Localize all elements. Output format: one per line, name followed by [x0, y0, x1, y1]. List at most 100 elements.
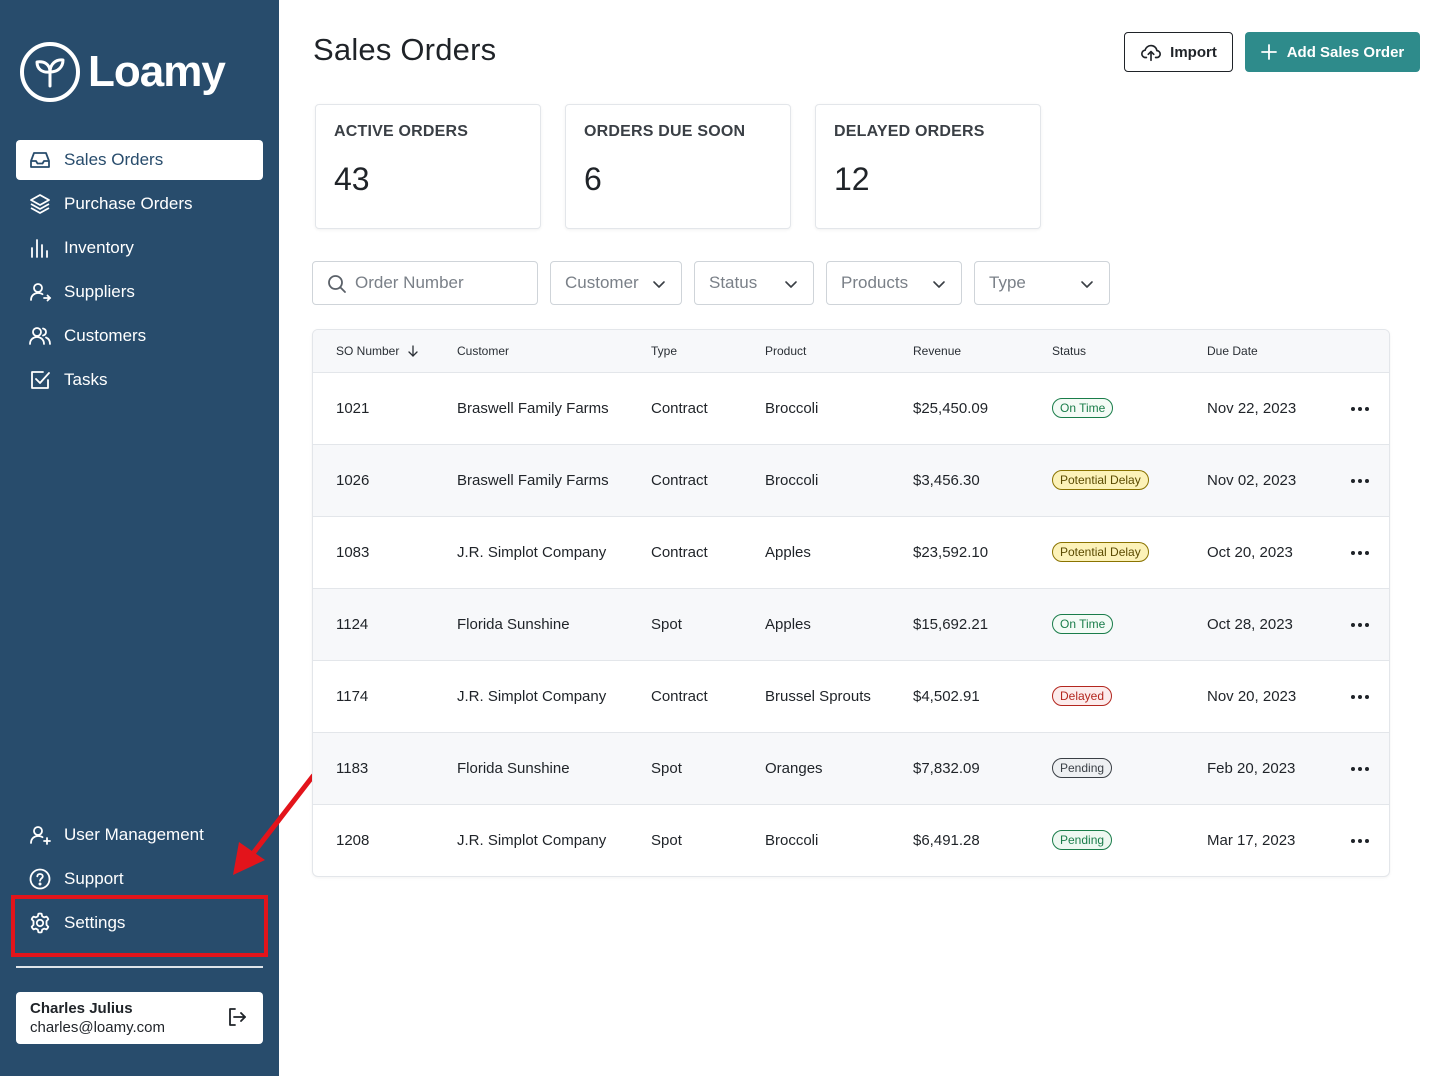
status-badge: Pending: [1052, 758, 1113, 778]
more-horizontal-icon[interactable]: [1350, 472, 1370, 490]
more-horizontal-icon[interactable]: [1350, 832, 1370, 850]
cell-so-number: 1026: [336, 472, 370, 489]
cell-due-date: Nov 22, 2023: [1207, 400, 1297, 417]
logout-icon[interactable]: [225, 1005, 249, 1029]
cell-customer: Braswell Family Farms: [457, 472, 609, 489]
sidebar-item-purchase-orders[interactable]: Purchase Orders: [16, 184, 263, 224]
cell-type: Contract: [651, 472, 708, 489]
cell-customer: Florida Sunshine: [457, 616, 570, 633]
cell-due-date: Nov 20, 2023: [1207, 688, 1297, 705]
stat-label: DELAYED ORDERS: [834, 123, 985, 140]
table-row[interactable]: 1026 Braswell Family Farms Contract Broc…: [313, 445, 1389, 517]
user-card: Charles Julius charles@loamy.com: [16, 992, 263, 1044]
sidebar-item-user-management[interactable]: User Management: [16, 815, 263, 855]
brand-logo[interactable]: Loamy: [20, 42, 226, 102]
table-row[interactable]: 1021 Braswell Family Farms Contract Broc…: [313, 373, 1389, 445]
chevron-down-icon: [653, 281, 665, 288]
column-header-so-number[interactable]: SO Number: [336, 344, 419, 358]
cell-product: Broccoli: [765, 400, 819, 417]
sidebar-item-customers[interactable]: Customers: [16, 316, 263, 356]
cell-product: Broccoli: [765, 832, 819, 849]
column-header-product[interactable]: Product: [765, 344, 807, 358]
cell-so-number: 1174: [336, 688, 369, 705]
page-title: Sales Orders: [313, 32, 497, 67]
sidebar-item-support[interactable]: Support: [16, 859, 263, 899]
checkbox-icon: [28, 368, 52, 392]
cell-so-number: 1083: [336, 544, 370, 561]
more-horizontal-icon[interactable]: [1350, 616, 1370, 634]
cell-due-date: Nov 02, 2023: [1207, 472, 1297, 489]
products-filter-label: Products: [841, 273, 909, 292]
status-badge: Potential Delay: [1052, 470, 1149, 490]
user-email: charles@loamy.com: [30, 1019, 165, 1036]
user-plus-icon: [28, 823, 52, 847]
cell-product: Broccoli: [765, 472, 819, 489]
table-row[interactable]: 1183 Florida Sunshine Spot Oranges $7,83…: [313, 733, 1389, 805]
stat-card-active-orders: ACTIVE ORDERS 43: [315, 104, 541, 229]
stat-value: 6: [584, 161, 602, 197]
more-horizontal-icon[interactable]: [1350, 544, 1370, 562]
help-circle-icon: [28, 867, 52, 891]
stat-card-orders-due-soon: ORDERS DUE SOON 6: [565, 104, 791, 229]
arrow-down-icon: [408, 345, 418, 357]
column-header-due-date[interactable]: Due Date: [1207, 344, 1258, 358]
inbox-icon: [28, 148, 52, 172]
stat-value: 12: [834, 161, 870, 197]
products-filter-select[interactable]: Products: [826, 261, 962, 305]
stat-label: ACTIVE ORDERS: [334, 123, 469, 140]
order-number-search-input[interactable]: Order Number: [312, 261, 538, 305]
cell-so-number: 1021: [336, 400, 370, 417]
sidebar-item-suppliers[interactable]: Suppliers: [16, 272, 263, 312]
cell-product: Apples: [765, 544, 811, 561]
stat-card-delayed-orders: DELAYED ORDERS 12: [815, 104, 1041, 229]
type-filter-select[interactable]: Type: [974, 261, 1110, 305]
add-sales-order-button[interactable]: Add Sales Order: [1245, 32, 1420, 72]
cell-type: Contract: [651, 400, 708, 417]
column-header-customer[interactable]: Customer: [457, 344, 510, 358]
table-row[interactable]: 1208 J.R. Simplot Company Spot Broccoli …: [313, 805, 1389, 876]
gear-icon: [28, 911, 52, 935]
cell-so-number: 1124: [336, 616, 369, 633]
sidebar-item-settings[interactable]: Settings: [16, 903, 263, 943]
cell-type: Spot: [651, 616, 682, 633]
sidebar-item-label: Customers: [64, 326, 147, 345]
table-header: SO Number Customer Type Product Revenue …: [313, 330, 1389, 373]
table-row[interactable]: 1174 J.R. Simplot Company Contract Bruss…: [313, 661, 1389, 733]
cell-type: Spot: [651, 760, 682, 777]
table-row[interactable]: 1124 Florida Sunshine Spot Apples $15,69…: [313, 589, 1389, 661]
user-name: Charles Julius: [30, 1000, 133, 1017]
sidebar-divider: [16, 966, 263, 968]
plus-icon: [1260, 44, 1277, 60]
search-icon: [328, 275, 346, 293]
user-arrow-icon: [28, 280, 52, 304]
cell-due-date: Feb 20, 2023: [1207, 760, 1296, 777]
cell-revenue: $6,491.28: [913, 832, 980, 849]
column-header-status[interactable]: Status: [1052, 344, 1087, 358]
customer-filter-select[interactable]: Customer: [550, 261, 682, 305]
more-horizontal-icon[interactable]: [1350, 688, 1370, 706]
cell-customer: J.R. Simplot Company: [457, 688, 607, 705]
sidebar-item-tasks[interactable]: Tasks: [16, 360, 263, 400]
secondary-nav: User Management Support Settings: [16, 815, 263, 947]
table-row[interactable]: 1083 J.R. Simplot Company Contract Apple…: [313, 517, 1389, 589]
column-header-type[interactable]: Type: [651, 344, 678, 358]
status-filter-label: Status: [709, 273, 758, 292]
stat-label: ORDERS DUE SOON: [584, 123, 746, 140]
cell-revenue: $3,456.30: [913, 472, 980, 489]
users-icon: [28, 324, 52, 348]
more-horizontal-icon[interactable]: [1350, 400, 1370, 418]
chevron-down-icon: [785, 281, 797, 288]
sales-orders-table: SO Number Customer Type Product Revenue …: [312, 329, 1390, 877]
sidebar-item-label: Settings: [64, 913, 126, 932]
sidebar-item-inventory[interactable]: Inventory: [16, 228, 263, 268]
status-badge: On Time: [1052, 398, 1114, 418]
import-button[interactable]: Import: [1124, 32, 1233, 72]
sidebar-item-sales-orders[interactable]: Sales Orders: [16, 140, 263, 180]
layers-icon: [28, 192, 52, 216]
more-horizontal-icon[interactable]: [1350, 760, 1370, 778]
cell-type: Contract: [651, 688, 708, 705]
column-header-revenue[interactable]: Revenue: [913, 344, 962, 358]
cell-due-date: Oct 28, 2023: [1207, 616, 1293, 633]
status-filter-select[interactable]: Status: [694, 261, 814, 305]
cell-due-date: Mar 17, 2023: [1207, 832, 1296, 849]
